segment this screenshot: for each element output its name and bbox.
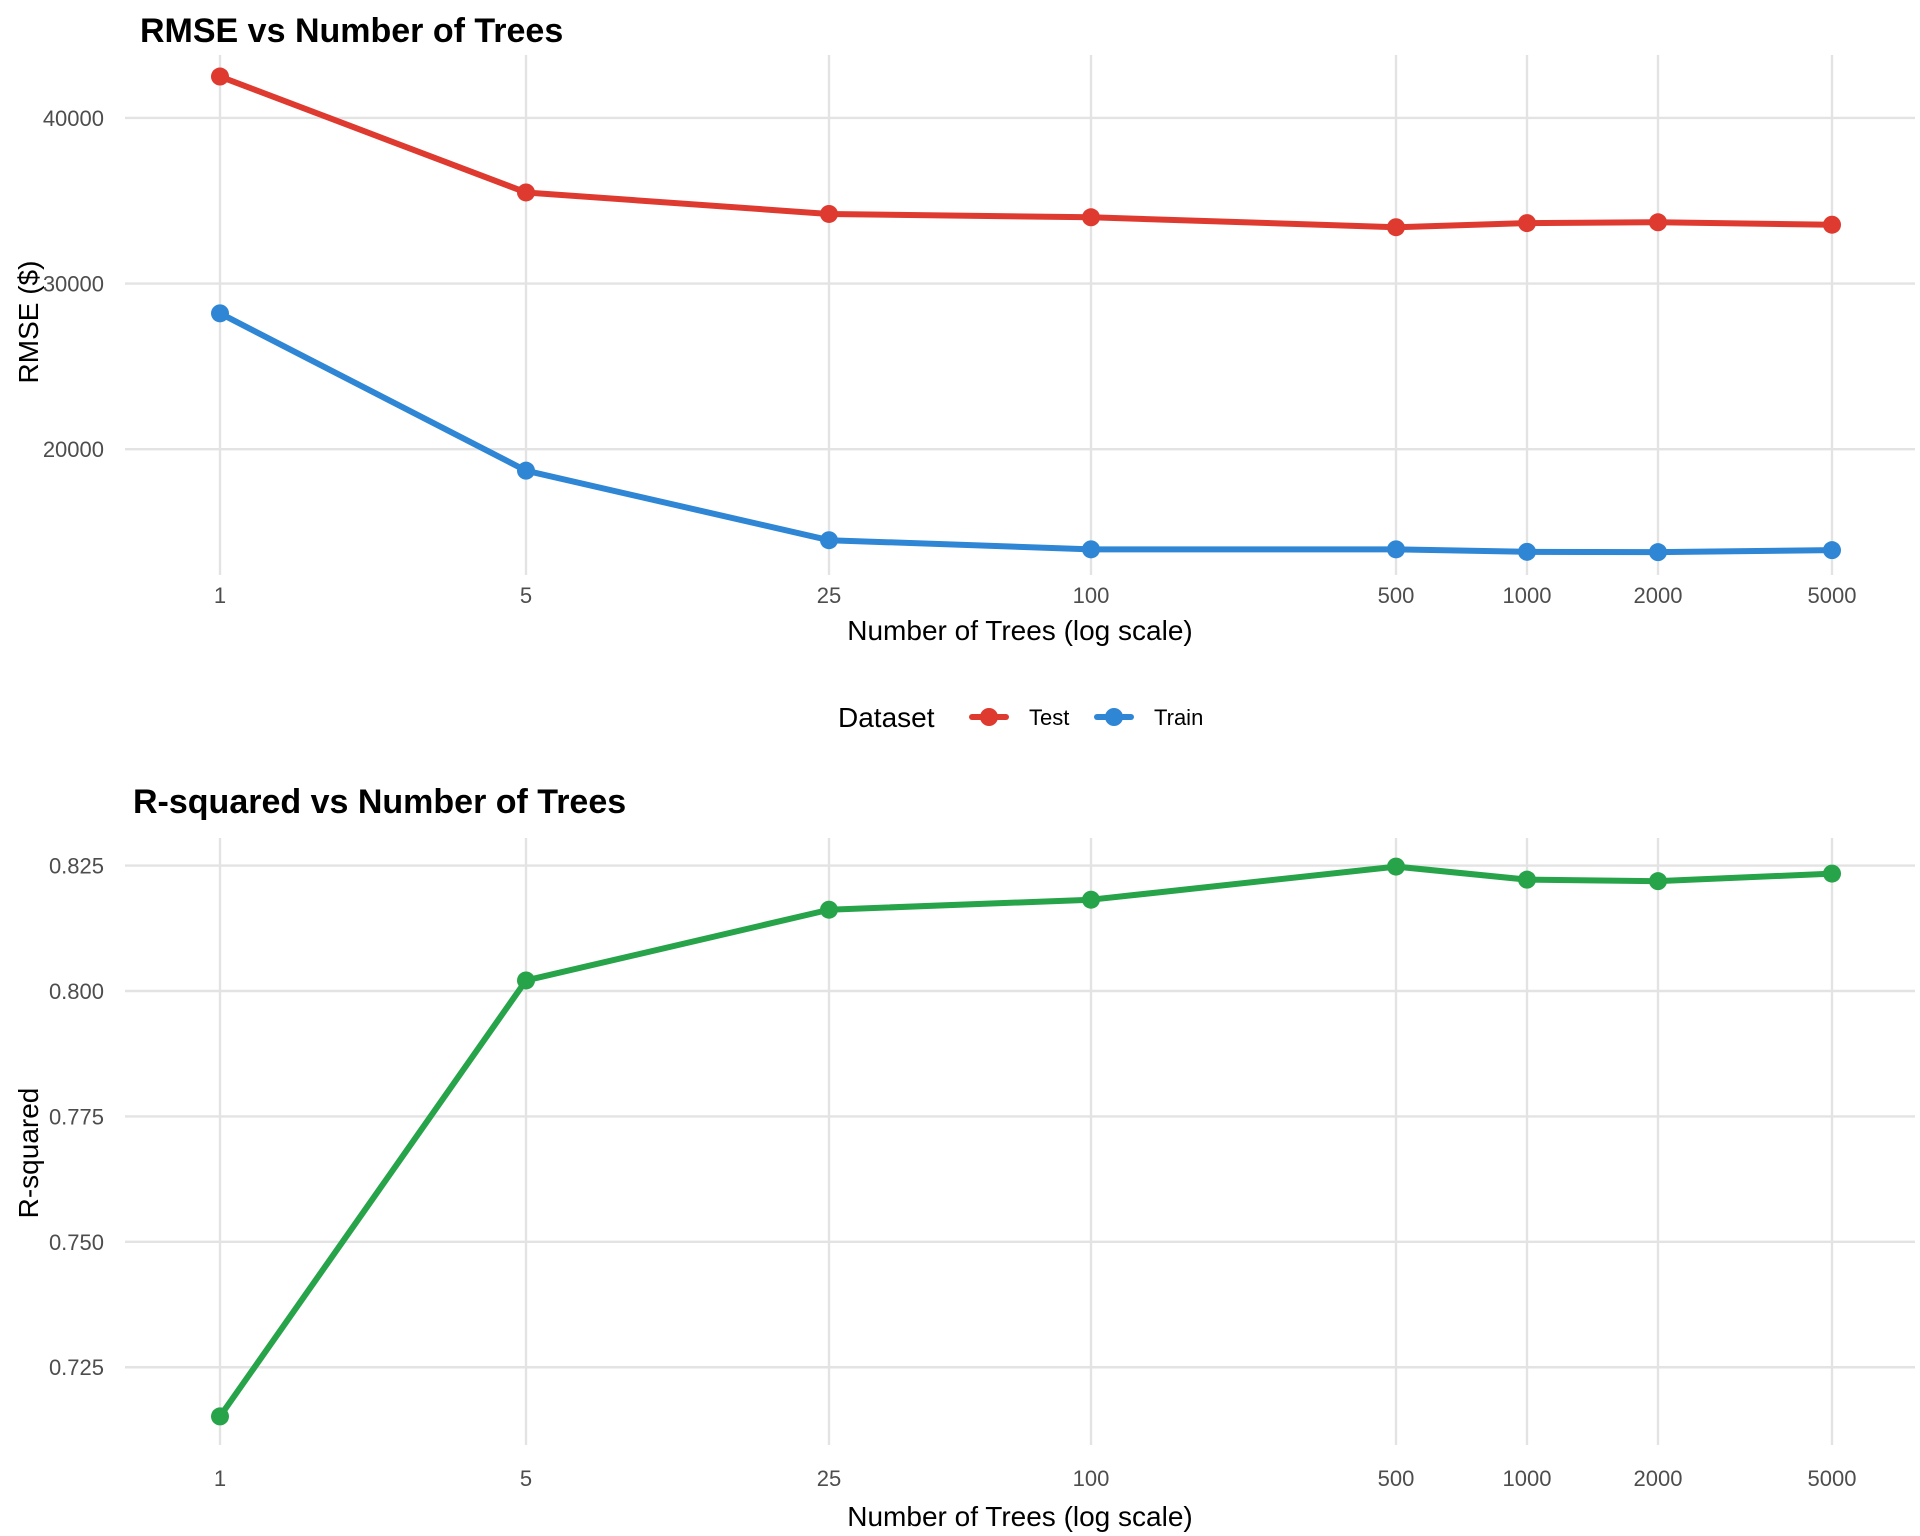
series-test: [211, 67, 1841, 237]
y-tick-label: 0.775: [49, 1104, 104, 1129]
y-tick-label: 30000: [43, 272, 104, 297]
x-tick-label: 5000: [1808, 583, 1857, 608]
x-tick-label: 25: [817, 583, 841, 608]
y-tick-label: 0.725: [49, 1355, 104, 1380]
data-point-train: [1823, 541, 1841, 560]
data-point-train: [517, 461, 535, 480]
y-tick-label: 0.800: [49, 979, 104, 1004]
data-point-r-squared: [1649, 872, 1667, 891]
data-point-r-squared: [517, 971, 535, 990]
y-tick-label: 20000: [43, 437, 104, 462]
data-point-r-squared: [1518, 870, 1536, 889]
x-tick-label: 100: [1073, 583, 1110, 608]
rmse-panel: RMSE vs Number of Trees 20000 30000 40000 1 5…: [13, 12, 1915, 646]
chart-title: RMSE vs Number of Trees: [140, 12, 563, 50]
series-line-test: [217, 73, 1835, 231]
data-point-train: [820, 531, 838, 550]
x-tick-label: 2000: [1634, 1466, 1683, 1491]
legend-title: Dataset: [838, 702, 935, 733]
gridlines: [125, 838, 1915, 1445]
x-tick-label: 25: [817, 1466, 841, 1491]
legend: Dataset Test Train: [838, 702, 1203, 733]
x-axis-title: Number of Trees (log scale): [847, 1501, 1192, 1532]
data-point-test: [211, 67, 229, 86]
y-axis-title: R-squared: [13, 1088, 44, 1219]
legend-key-point: [1105, 708, 1123, 726]
data-point-train: [1518, 542, 1536, 561]
data-point-r-squared: [820, 900, 838, 919]
y-axis-title: RMSE ($): [13, 261, 44, 384]
series-train: [211, 304, 1841, 562]
x-tick-label: 1: [214, 583, 226, 608]
series-line-train: [217, 310, 1835, 556]
data-point-r-squared: [1823, 864, 1841, 883]
data-point-r-squared: [1082, 890, 1100, 909]
gridlines: [125, 55, 1915, 575]
data-point-train: [1082, 540, 1100, 559]
x-tick-label: 1000: [1503, 583, 1552, 608]
y-tick-label: 0.750: [49, 1230, 104, 1255]
legend-item-test: Test: [969, 705, 1069, 730]
data-point-train: [1387, 540, 1405, 559]
data-point-test: [820, 204, 838, 223]
x-tick-label: 5: [520, 1466, 532, 1491]
x-tick-label: 1: [214, 1466, 226, 1491]
y-tick-label: 0.825: [49, 854, 104, 879]
data-point-train: [1649, 543, 1667, 562]
legend-item-train: Train: [1094, 705, 1203, 730]
data-point-r-squared: [211, 1407, 229, 1426]
series-line-r-squared: [217, 863, 1835, 1420]
data-point-r-squared: [1387, 857, 1405, 876]
data-point-test: [1387, 218, 1405, 237]
data-point-test: [1082, 208, 1100, 227]
y-tick-label: 40000: [43, 106, 104, 131]
x-tick-label: 100: [1073, 1466, 1110, 1491]
data-point-test: [1649, 213, 1667, 232]
legend-label: Train: [1154, 705, 1203, 730]
x-tick-label: 2000: [1634, 583, 1683, 608]
data-point-test: [1823, 215, 1841, 234]
x-tick-label: 500: [1378, 583, 1415, 608]
x-tick-label: 5000: [1808, 1466, 1857, 1491]
x-axis-title: Number of Trees (log scale): [847, 615, 1192, 646]
chart-title: R-squared vs Number of Trees: [133, 783, 626, 821]
x-tick-label: 1000: [1503, 1466, 1552, 1491]
legend-key-point: [980, 708, 998, 726]
series-r-squared: [211, 857, 1841, 1426]
r-squared-panel: R-squared vs Number of Trees 0.725 0.750 0.…: [13, 783, 1915, 1532]
x-tick-label: 500: [1378, 1466, 1415, 1491]
data-point-train: [211, 304, 229, 323]
x-tick-label: 5: [520, 583, 532, 608]
legend-label: Test: [1029, 705, 1069, 730]
data-point-test: [517, 183, 535, 202]
data-point-test: [1518, 214, 1536, 233]
